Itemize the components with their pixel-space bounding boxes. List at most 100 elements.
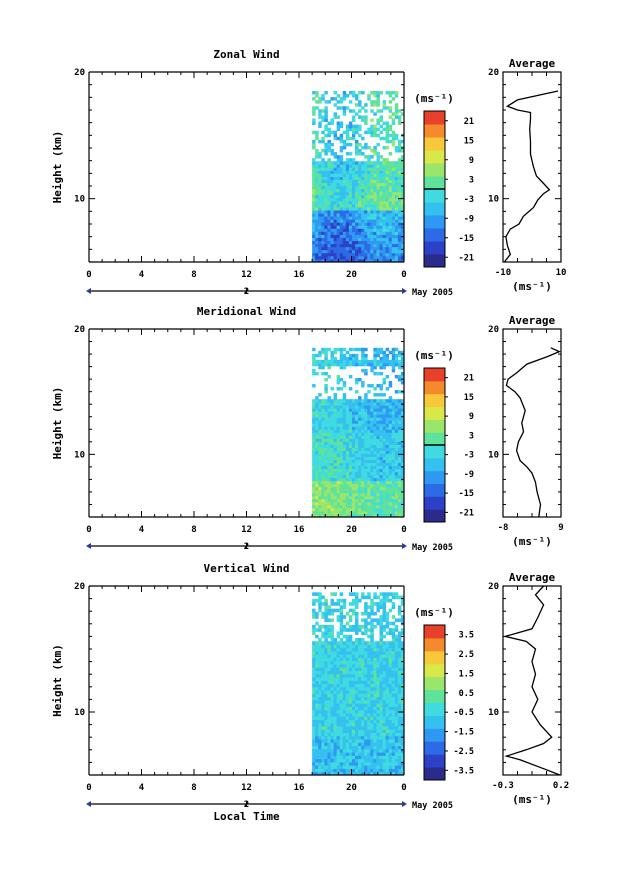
heatmap-cell xyxy=(370,483,374,488)
heatmap-cell xyxy=(321,673,325,678)
heatmap-cell xyxy=(321,194,325,199)
heatmap-cell xyxy=(382,465,387,470)
heatmap-cell xyxy=(397,745,402,750)
heatmap-cell xyxy=(355,347,359,352)
heatmap-cell xyxy=(388,91,393,95)
heatmap-cell xyxy=(312,356,316,361)
heatmap-cell xyxy=(361,755,365,760)
heatmap-cell xyxy=(388,471,393,476)
heatmap-cell xyxy=(388,432,393,436)
heatmap-cell xyxy=(339,164,344,168)
heatmap-cell xyxy=(318,468,322,473)
heatmap-cell xyxy=(318,444,322,448)
x-tick-label: 16 xyxy=(294,783,305,793)
heatmap-cell xyxy=(397,471,402,476)
heatmap-cell xyxy=(315,411,319,415)
heatmap-cell xyxy=(364,758,368,763)
heatmap-cell xyxy=(394,228,399,232)
x-tick-label: 12 xyxy=(241,270,252,280)
heatmap-cell xyxy=(321,699,325,704)
heatmap-cell xyxy=(364,641,368,645)
heatmap-cell xyxy=(348,414,353,418)
heatmap-cell xyxy=(324,359,328,364)
heatmap-cell xyxy=(351,426,356,430)
heatmap-cell xyxy=(379,414,383,418)
heatmap-cell xyxy=(361,210,365,214)
heatmap-cell xyxy=(336,664,341,668)
heatmap-cell xyxy=(400,459,405,464)
heatmap-cell xyxy=(361,222,365,226)
heatmap-cell xyxy=(348,654,353,658)
heatmap-cell xyxy=(339,654,344,658)
heatmap-cell xyxy=(348,677,353,681)
heatmap-cell xyxy=(367,444,371,448)
heatmap-cell xyxy=(342,477,347,482)
heatmap-cell xyxy=(376,423,380,427)
heatmap-cell xyxy=(342,234,347,238)
heatmap-cell xyxy=(400,483,405,488)
heatmap-cell xyxy=(388,444,393,448)
heatmap-cell xyxy=(342,106,347,110)
heatmap-cell xyxy=(379,417,383,421)
heatmap-cell xyxy=(312,203,316,208)
heatmap-cell xyxy=(397,121,402,125)
heatmap-cell xyxy=(321,647,325,652)
heatmap-cell xyxy=(348,480,353,485)
heatmap-cell xyxy=(339,748,344,753)
heatmap-cell xyxy=(364,468,368,473)
heatmap-cell xyxy=(318,207,322,211)
heatmap-cell xyxy=(318,176,322,180)
heatmap-cell xyxy=(373,149,377,153)
heatmap-cell xyxy=(379,350,383,355)
heatmap-cell xyxy=(327,657,331,662)
heatmap-cell xyxy=(318,173,322,177)
heatmap-cell xyxy=(397,109,402,113)
heatmap-cell xyxy=(361,595,365,600)
heatmap-cell xyxy=(355,378,359,382)
heatmap-cell xyxy=(333,693,338,698)
heatmap-cell xyxy=(379,228,383,232)
heatmap-cell xyxy=(370,429,374,433)
heatmap-cell xyxy=(330,732,334,737)
heatmap-cell xyxy=(391,234,396,238)
heatmap-cell xyxy=(358,504,362,509)
heatmap-cell xyxy=(400,726,405,730)
heatmap-cell xyxy=(361,164,365,168)
heatmap-cell xyxy=(348,647,353,652)
heatmap-cell xyxy=(358,513,362,518)
heatmap-cell xyxy=(394,644,399,649)
heatmap-cell xyxy=(345,194,350,199)
heatmap-cell xyxy=(370,213,374,217)
heatmap-cell xyxy=(355,417,359,421)
heatmap-cell xyxy=(315,768,319,773)
heatmap-cell xyxy=(327,365,331,370)
heatmap-cell xyxy=(339,761,344,766)
heatmap-cell xyxy=(364,414,368,418)
heatmap-cell xyxy=(400,615,405,619)
heatmap-cell xyxy=(342,670,347,675)
heatmap-cell xyxy=(318,755,322,760)
heatmap-cell xyxy=(315,203,319,208)
heatmap-cell xyxy=(367,207,371,211)
heatmap-cell xyxy=(330,450,334,454)
heatmap-cell xyxy=(367,657,371,662)
heatmap-cell xyxy=(351,758,356,763)
heatmap-cell xyxy=(379,155,383,159)
heatmap-cell xyxy=(324,654,328,658)
heatmap-cell xyxy=(388,124,393,129)
heatmap-cell xyxy=(330,222,334,226)
heatmap-cell xyxy=(382,222,387,226)
heatmap-cell xyxy=(342,130,347,135)
heatmap-cell xyxy=(355,353,359,358)
heatmap-cell xyxy=(342,109,347,113)
heatmap-cell xyxy=(330,480,334,485)
heatmap-cell xyxy=(355,142,359,147)
heatmap-cell xyxy=(358,722,362,727)
heatmap-cell xyxy=(345,219,350,223)
heatmap-cell xyxy=(351,641,356,645)
heatmap-cell xyxy=(394,739,399,743)
heatmap-cell xyxy=(327,411,331,415)
colorbar-tick-label: 1.5 xyxy=(459,669,474,679)
heatmap-cell xyxy=(391,219,396,223)
heatmap-cell xyxy=(364,194,368,199)
